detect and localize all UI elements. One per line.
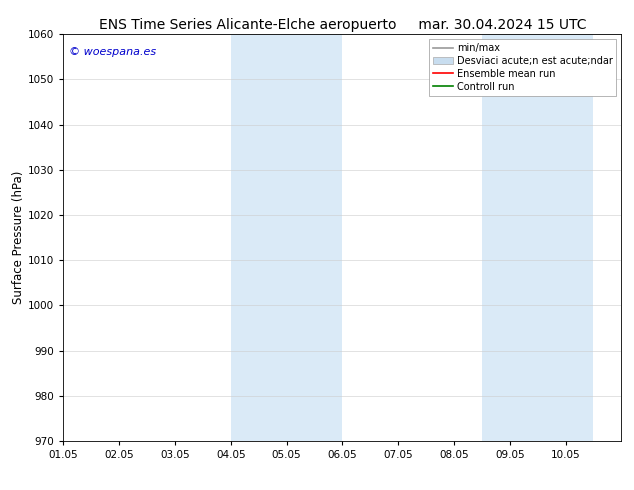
Y-axis label: Surface Pressure (hPa): Surface Pressure (hPa) (12, 171, 25, 304)
Bar (287, 34, 342, 441)
Bar (231, 34, 287, 441)
Title: ENS Time Series Alicante-Elche aeropuerto     mar. 30.04.2024 15 UTC: ENS Time Series Alicante-Elche aeropuert… (99, 18, 586, 32)
Text: © woespana.es: © woespana.es (69, 47, 156, 56)
Bar (538, 34, 593, 441)
Bar (482, 34, 538, 441)
Legend: min/max, Desviaci acute;n est acute;ndar, Ensemble mean run, Controll run: min/max, Desviaci acute;n est acute;ndar… (429, 39, 616, 96)
